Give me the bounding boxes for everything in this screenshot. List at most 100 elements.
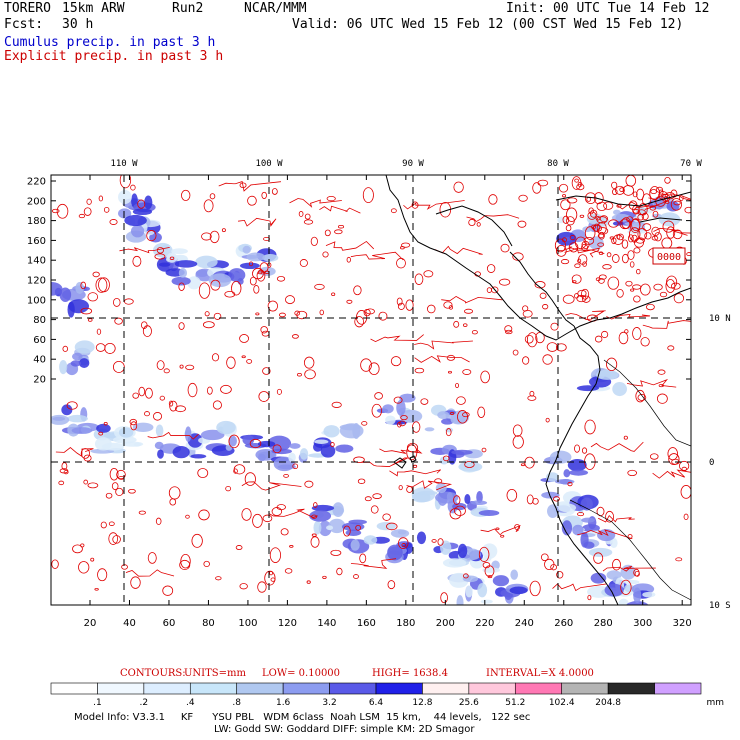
explicit-contour: [355, 524, 362, 531]
y-tick-label: 200: [27, 196, 46, 207]
cumulus-patch: [561, 520, 573, 536]
explicit-contour: [517, 220, 527, 228]
explicit-contour: [553, 496, 560, 502]
cumulus-patch: [68, 299, 90, 314]
explicit-contour: [602, 264, 612, 270]
cumulus-patch: [184, 426, 192, 442]
explicit-contour: [450, 412, 455, 415]
cumulus-patch: [610, 537, 618, 549]
colorbar-swatch: [143, 682, 191, 695]
model-info-line: Model Info: V3.3.1 KF YSU PBL WDM 6class…: [74, 712, 531, 723]
explicit-contour-line: [642, 320, 691, 329]
explicit-contour: [83, 454, 92, 462]
explicit-contour: [649, 453, 659, 460]
cumulus-patch: [328, 518, 346, 534]
cumulus-patch: [613, 209, 621, 215]
explicit-contour: [500, 243, 510, 253]
explicit-contour: [599, 215, 609, 223]
explicit-contour: [611, 181, 618, 189]
explicit-contour: [284, 568, 293, 574]
explicit-contour: [651, 235, 659, 241]
explicit-contour: [455, 383, 459, 389]
colorbar-label: 25.6: [459, 698, 479, 708]
explicit-contour: [98, 195, 104, 202]
explicit-contour: [116, 469, 126, 480]
explicit-contour: [653, 283, 663, 291]
explicit-contour: [220, 384, 232, 394]
explicit-contour: [248, 261, 254, 267]
explicit-contour: [629, 261, 635, 268]
lon-label: 70 W: [680, 159, 702, 169]
explicit-contour: [364, 496, 372, 502]
explicit-contour: [209, 193, 216, 200]
x-tick-label: 100: [238, 618, 257, 629]
explicit-contour: [212, 400, 222, 410]
explicit-contour: [256, 269, 266, 282]
explicit-contour: [615, 185, 625, 195]
cumulus-patch: [318, 520, 332, 537]
explicit-contour: [574, 178, 579, 183]
explicit-contour: [487, 575, 493, 579]
cumulus-patch: [200, 429, 225, 441]
explicit-contour: [271, 188, 278, 195]
explicit-contour: [252, 267, 264, 280]
explicit-contour: [405, 299, 414, 311]
colorbar-swatch: [50, 682, 98, 695]
explicit-contour: [518, 194, 528, 202]
cumulus-patch: [470, 500, 488, 505]
explicit-contour-line: [626, 378, 677, 388]
explicit-contour: [306, 580, 311, 584]
explicit-contour: [650, 189, 658, 195]
explicit-contour: [210, 279, 221, 291]
cumulus-patch: [476, 491, 483, 504]
explicit-contour: [532, 497, 539, 505]
explicit-contour: [262, 514, 273, 523]
explicit-contour: [618, 331, 629, 345]
explicit-contour: [581, 447, 588, 454]
cumulus-patch: [299, 448, 309, 460]
lon-label: 80 W: [547, 159, 569, 169]
explicit-contour: [334, 229, 343, 235]
explicit-contour: [187, 382, 198, 398]
explicit-contour: [456, 396, 466, 405]
model-name: TORERO: [4, 1, 51, 16]
cumulus-patch: [350, 539, 360, 551]
explicit-contour: [412, 464, 418, 468]
explicit-contour: [390, 356, 402, 367]
cumulus-patch: [158, 262, 171, 267]
y-tick-label: 60: [33, 335, 46, 346]
explicit-contour: [156, 360, 165, 371]
colorbar: .1 .2 .4 .8 1.6 3.2 6.4 12.8 25.6 51.2 102.4 204.8 m…: [50, 682, 724, 708]
explicit-contour: [226, 356, 236, 369]
explicit-contour: [397, 421, 402, 428]
explicit-contour: [632, 284, 642, 290]
colorbar-label: 204.8: [595, 698, 621, 708]
explicit-contour: [105, 492, 113, 499]
explicit-contour: [98, 277, 110, 293]
explicit-contour: [500, 534, 505, 538]
explicit-contour-line: [125, 569, 175, 577]
explicit-contour-line: [564, 247, 600, 258]
explicit-contour: [616, 288, 624, 298]
explicit-contour: [119, 175, 132, 189]
explicit-contour: [244, 472, 256, 486]
y-tick-label: 180: [27, 216, 46, 227]
contours-low: LOW= 0.10000: [262, 668, 341, 679]
explicit-contour: [625, 280, 633, 287]
lat-label: 10 S: [709, 601, 731, 611]
explicit-contour: [87, 318, 93, 322]
cumulus-patch: [228, 435, 237, 447]
explicit-contour: [353, 285, 362, 296]
explicit-contour: [121, 564, 128, 570]
explicit-contour: [414, 273, 424, 285]
explicit-contour: [522, 309, 533, 318]
explicit-contour: [201, 232, 212, 241]
explicit-contour: [633, 247, 641, 254]
explicit-contour: [213, 312, 222, 320]
explicit-contour: [336, 567, 343, 576]
explicit-contour: [569, 235, 576, 241]
explicit-contour: [346, 299, 353, 304]
explicit-contour: [512, 424, 523, 437]
x-tick-label: 180: [396, 618, 415, 629]
